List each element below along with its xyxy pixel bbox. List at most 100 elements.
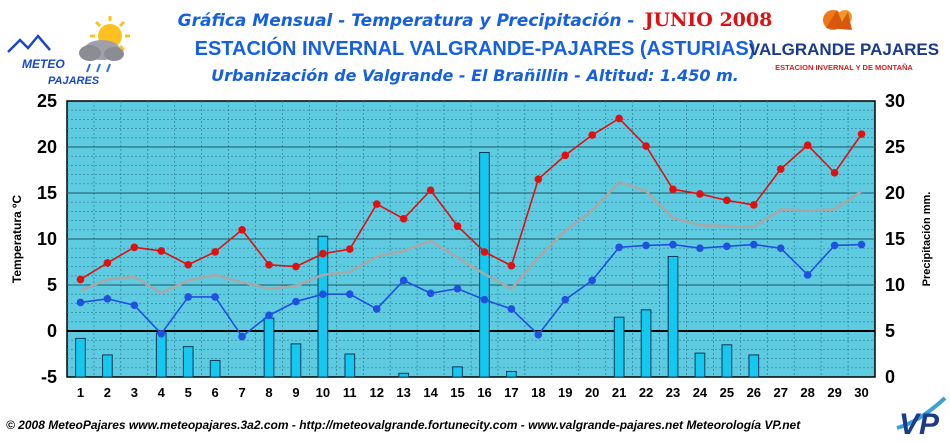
min-temperature-point — [426, 289, 435, 298]
cloud-icon — [79, 40, 124, 61]
max-temperature-point — [184, 260, 192, 269]
precipitation-bar — [640, 309, 652, 378]
precipitation-bar — [102, 354, 113, 378]
chart-title-line3: Urbanización de Valgrande - El Brañillin… — [211, 66, 739, 85]
x-tick-label: 21 — [612, 385, 626, 400]
max-temperature-point — [399, 214, 408, 223]
month-label: JUNIO 2008 — [644, 9, 773, 31]
max-temperature-point — [372, 200, 381, 208]
max-temperature-point — [211, 248, 219, 256]
max-temperature-point — [346, 245, 354, 253]
precipitation-bar — [721, 344, 733, 378]
max-temperature-point — [265, 260, 273, 269]
meteopajares-logo: METEO PAJARES — [6, 12, 136, 92]
max-temperature-point — [319, 249, 327, 258]
precipitation-bar — [506, 370, 517, 378]
precipitation-bar — [452, 366, 463, 378]
min-temperature-point — [211, 293, 219, 301]
min-temperature-point — [830, 241, 839, 250]
x-tick-label: 9 — [292, 385, 299, 400]
x-tick-label: 22 — [639, 385, 653, 400]
max-temperature-point — [480, 248, 489, 256]
precipitation-bar — [155, 332, 167, 378]
x-tick-label: 3 — [131, 385, 138, 400]
max-temperature-point — [588, 131, 596, 139]
x-tick-label: 2 — [104, 385, 111, 400]
x-tick-label: 17 — [504, 385, 518, 400]
y-tick-label-right: 20 — [885, 183, 905, 203]
temperature-lines — [76, 114, 866, 341]
x-tick-label: 16 — [477, 385, 491, 400]
x-tick-label: 11 — [343, 385, 357, 400]
precipitation-bar — [209, 359, 221, 378]
min-temperature-point — [480, 295, 489, 304]
min-temperature-point — [642, 241, 650, 250]
logo-right-sub: ESTACION INVERNAL Y DE MONTAÑA — [775, 63, 913, 72]
grid-lines — [67, 101, 875, 377]
precipitation-bar — [479, 152, 490, 378]
max-temperature-line — [80, 117, 863, 281]
y-tick-label-right: 30 — [885, 91, 905, 111]
y-tick-label-left: -5 — [41, 367, 57, 387]
precipitation-bar — [694, 352, 706, 378]
min-temperature-point — [319, 290, 327, 299]
max-temperature-point — [157, 247, 166, 255]
y-tick-label-right: 0 — [885, 367, 895, 387]
rain-icon — [86, 63, 111, 73]
y-tick-label-left: 15 — [37, 183, 57, 203]
min-temperature-point — [346, 290, 354, 299]
x-tick-label: 29 — [827, 385, 841, 400]
max-temperature-point — [130, 243, 139, 252]
min-temperature-point — [372, 305, 381, 313]
x-tick-label: 14 — [423, 385, 438, 400]
max-temperature-point — [453, 222, 462, 230]
min-temperature-point — [76, 298, 85, 307]
max-temperature-point — [292, 262, 300, 271]
y-tick-label-right: 15 — [885, 229, 905, 249]
x-tick-label: 15 — [450, 385, 464, 400]
precipitation-bar — [290, 343, 302, 378]
y-tick-label-right: 25 — [885, 137, 905, 157]
max-temperature-point — [426, 186, 435, 195]
min-temperature-point — [130, 301, 139, 310]
min-temperature-point — [238, 332, 246, 341]
precipitation-bar — [667, 255, 679, 378]
max-temperature-point — [830, 168, 839, 177]
min-temperature-point — [534, 330, 543, 339]
x-tick-label: 4 — [158, 385, 166, 400]
x-tick-label: 1 — [77, 385, 84, 400]
precipitation-bars — [75, 152, 760, 378]
y-tick-label-left: 25 — [37, 91, 57, 111]
valgrande-emblem-icon — [823, 10, 852, 30]
max-temperature-point — [507, 261, 516, 270]
min-temperature-point — [265, 311, 273, 320]
precipitation-bar — [613, 316, 625, 378]
x-tick-label: 20 — [585, 385, 599, 400]
min-temperature-point — [507, 305, 516, 313]
y-tick-label-right: 10 — [885, 275, 905, 295]
vp-logo: VP — [893, 392, 949, 441]
y-axis-label-right: Precipitación mm. — [921, 192, 933, 287]
precipitation-bar — [263, 317, 275, 378]
x-tick-label: 30 — [854, 385, 868, 400]
precipitation-bar — [748, 354, 760, 378]
x-tick-label: 7 — [238, 385, 245, 400]
max-temperature-point — [103, 259, 112, 267]
min-temperature-point — [453, 284, 462, 293]
title-text: Gráfica Mensual - Temperatura y Precipit… — [177, 11, 635, 31]
min-temperature-line — [80, 243, 862, 338]
vp-logo-art: VP — [896, 396, 947, 441]
min-temperature-point — [103, 295, 112, 303]
y-axis-label-left: Temperatura ºC — [10, 195, 24, 284]
y-tick-label-left: 0 — [47, 321, 57, 341]
max-temperature-point — [534, 175, 543, 183]
precipitation-bar — [344, 353, 356, 378]
x-tick-label: 10 — [316, 385, 330, 400]
max-temperature-point — [696, 190, 704, 198]
min-temperature-point — [292, 297, 300, 306]
x-tick-label: 25 — [720, 385, 734, 400]
valgrande-logo-art: VALGRANDE PAJARES ESTACION INVERNAL Y DE… — [749, 10, 939, 72]
max-temperature-point — [76, 275, 85, 284]
precipitation-bar — [317, 235, 329, 378]
